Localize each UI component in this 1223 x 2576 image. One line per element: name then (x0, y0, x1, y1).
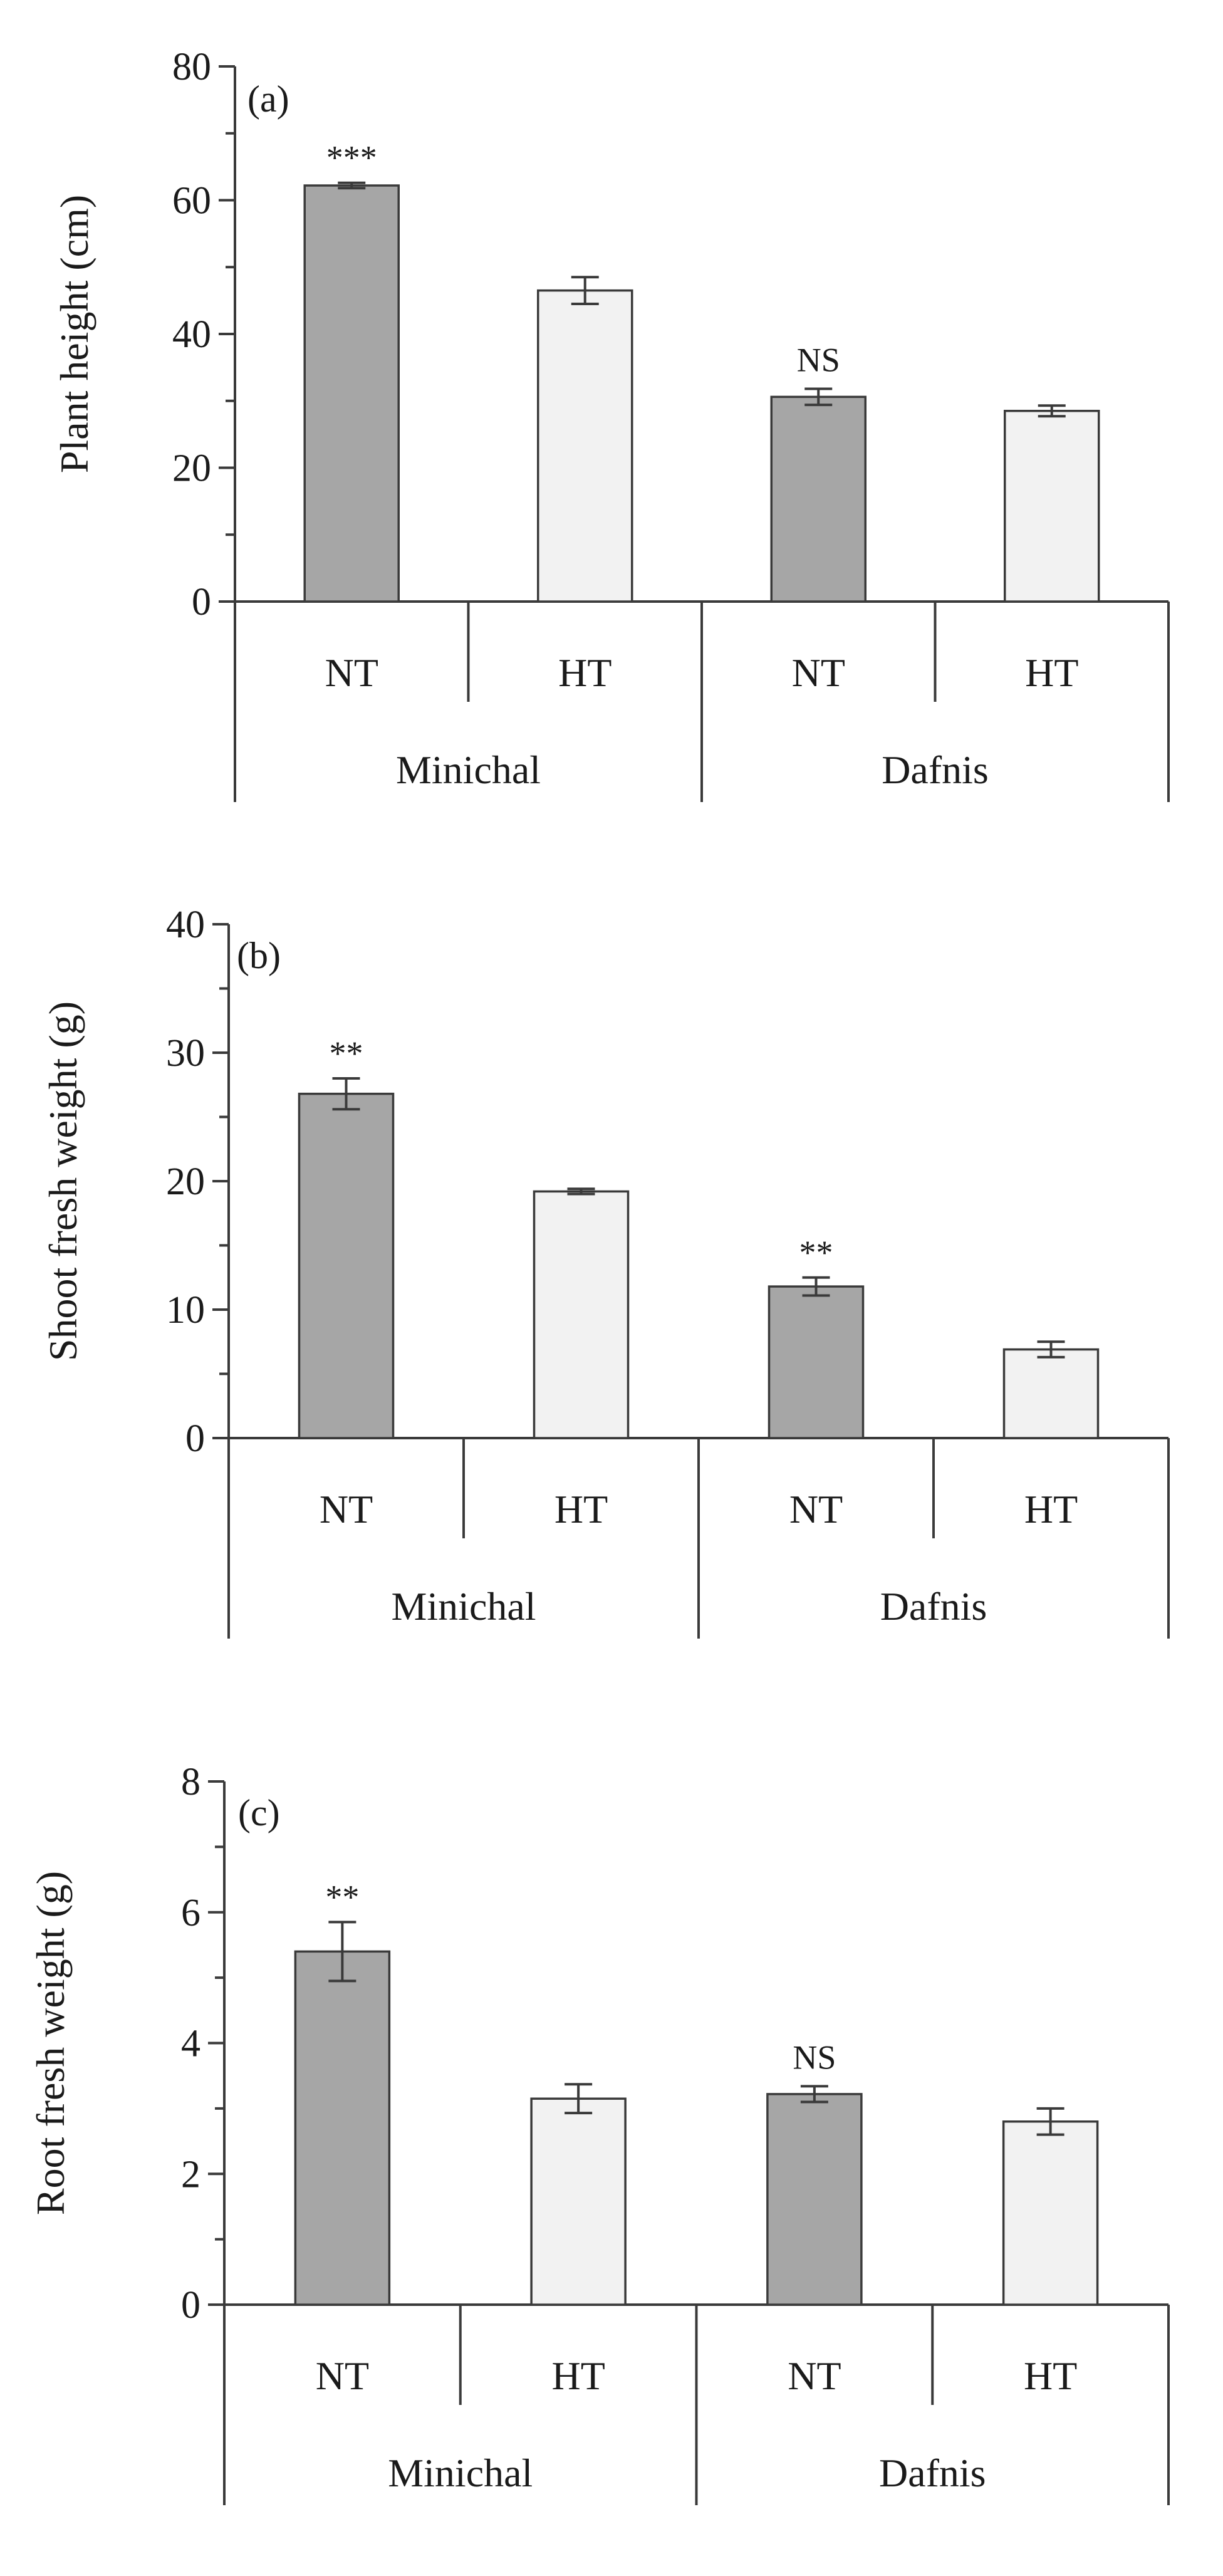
category-label: HT (558, 650, 612, 695)
y-tick-label: 0 (192, 581, 211, 623)
significance-label: ** (325, 1878, 359, 1916)
chart-panel-b: 0 10 20 30 40 Shoot fresh weight (g) (b) ** NT HT… (41, 904, 1170, 1639)
category-label: NT (325, 650, 378, 695)
y-tick-label: 0 (185, 1417, 205, 1460)
panel-label: (c) (238, 1792, 280, 1833)
chart-panel-c: 0 2 4 6 8 Root fresh weight (g) (c) ** NT HT NS NT H… (28, 1761, 1170, 2505)
bar-dafnis-nt (770, 395, 867, 603)
category-label: NT (789, 1487, 843, 1531)
bar-dafnis-nt (768, 1285, 865, 1439)
bar-minichal-nt (303, 184, 400, 603)
category-label: HT (1025, 650, 1078, 695)
panel-label: (b) (237, 935, 281, 976)
category-label: NT (792, 650, 845, 695)
bar-minichal-ht (533, 1190, 630, 1439)
bar-dafnis-nt (766, 2093, 863, 2306)
significance-label: NS (793, 2038, 836, 2076)
y-tick-label: 6 (181, 1892, 200, 1934)
y-tick-label: 10 (166, 1289, 205, 1332)
y-tick-label: 20 (172, 447, 211, 490)
group-label: Dafnis (879, 2451, 986, 2495)
bar-minichal-nt (298, 1092, 395, 1439)
y-axis-title: Shoot fresh weight (g) (41, 1001, 85, 1361)
significance-label: NS (797, 342, 840, 379)
bar-dafnis-ht (1002, 1348, 1100, 1439)
chart-panel-a: 0 20 40 60 80 Plant height (cm) (a) *** NT HT NS NT… (52, 46, 1170, 802)
group-label: Minichal (391, 1584, 536, 1629)
group-label: Minichal (388, 2451, 533, 2495)
category-label: HT (554, 1487, 608, 1531)
category-label: HT (1024, 2354, 1077, 2398)
bar-minichal-ht (537, 289, 633, 603)
y-tick-label: 60 (172, 180, 211, 222)
bar-minichal-nt (294, 1950, 391, 2306)
y-tick-label: 40 (166, 904, 205, 946)
group-label: Dafnis (880, 1584, 987, 1629)
y-tick-label: 20 (166, 1160, 205, 1203)
y-axis-title: Root fresh weight (g) (28, 1871, 73, 2215)
bar-dafnis-ht (1002, 2120, 1099, 2306)
category-label: HT (1024, 1487, 1078, 1531)
category-label: HT (551, 2354, 605, 2398)
bar-minichal-ht (530, 2097, 627, 2306)
y-tick-label: 40 (172, 313, 211, 356)
y-tick-label: 30 (166, 1032, 205, 1075)
y-axis-title: Plant height (cm) (52, 195, 96, 473)
bar-dafnis-ht (1004, 410, 1100, 603)
group-label: Dafnis (882, 748, 989, 792)
y-tick-label: 0 (181, 2284, 200, 2327)
significance-label: ** (330, 1035, 363, 1072)
significance-label: *** (326, 139, 377, 177)
category-label: NT (320, 1487, 373, 1531)
panel-label: (a) (247, 78, 289, 120)
y-tick-label: 4 (181, 2023, 200, 2065)
y-tick-label: 80 (172, 46, 211, 88)
y-tick-label: 8 (181, 1761, 200, 1803)
significance-label: ** (799, 1234, 833, 1271)
group-label: Minichal (396, 748, 541, 792)
category-label: NT (316, 2354, 369, 2398)
category-label: NT (788, 2354, 841, 2398)
y-tick-label: 2 (181, 2153, 200, 2196)
